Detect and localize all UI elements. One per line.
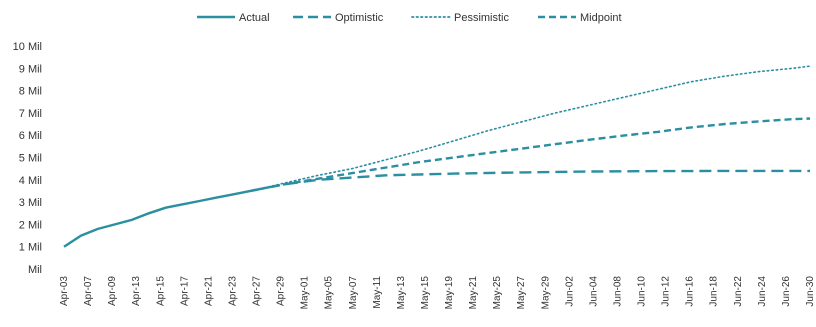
x-tick-label: May-27 <box>516 276 527 310</box>
x-tick-label: Jun-04 <box>588 276 599 307</box>
x-tick-label: Apr-29 <box>276 276 287 306</box>
x-tick-label: Apr-15 <box>155 276 166 306</box>
x-tick-label: Jun-22 <box>733 276 744 307</box>
x-tick-label: May-07 <box>348 276 359 310</box>
x-tick-label: Jun-08 <box>612 276 623 307</box>
x-tick-label: May-05 <box>324 276 335 310</box>
y-tick-label: 3 Mil <box>19 197 42 209</box>
x-tick-label: Apr-09 <box>107 276 118 306</box>
plot-area <box>63 65 811 248</box>
x-tick-label: Apr-27 <box>252 276 263 306</box>
x-tick-label: May-13 <box>396 276 407 310</box>
y-tick-label: 2 Mil <box>19 219 42 231</box>
x-tick-label: May-11 <box>372 276 383 309</box>
y-tick-label: 1 Mil <box>19 242 42 254</box>
x-tick-label: May-21 <box>468 276 479 310</box>
legend-label-pessimistic: Pessimistic <box>454 12 510 24</box>
x-tick-label: Apr-17 <box>179 276 190 306</box>
x-tick-label: Jun-24 <box>757 276 768 307</box>
x-tick-label: Apr-07 <box>83 276 94 306</box>
legend-label-actual: Actual <box>239 12 270 24</box>
series-line-pessimistic <box>249 65 811 192</box>
series-line-actual <box>63 189 251 248</box>
legend-label-optimistic: Optimistic <box>335 12 384 24</box>
y-tick-label: 8 Mil <box>19 86 42 98</box>
x-tick-label: Apr-21 <box>203 276 214 306</box>
y-tick-label: 9 Mil <box>19 63 42 75</box>
x-tick-label: May-29 <box>540 276 551 310</box>
series-line-optimistic <box>250 169 810 193</box>
y-tick-label: 7 Mil <box>19 108 42 120</box>
y-tick-label: 5 Mil <box>19 153 42 165</box>
y-tick-label: 10 Mil <box>13 41 42 53</box>
x-tick-label: May-01 <box>300 276 311 310</box>
chart-legend: Actual Optimistic Pessimistic Midpoint <box>197 12 622 24</box>
x-axis: Apr-03 Apr-07 Apr-09 Apr-13 Apr-15 Apr-17 Apr-… <box>59 276 816 310</box>
y-tick-label: 4 Mil <box>19 175 42 187</box>
series-line-midpoint <box>250 117 811 193</box>
x-tick-label: May-19 <box>444 276 455 310</box>
x-tick-label: Jun-26 <box>781 276 792 307</box>
legend-label-midpoint: Midpoint <box>580 12 622 24</box>
x-tick-label: Apr-03 <box>59 276 70 306</box>
x-tick-label: Jun-10 <box>637 276 648 307</box>
x-tick-label: May-15 <box>420 276 431 310</box>
y-tick-label: Mil <box>28 264 42 276</box>
x-tick-label: Jun-30 <box>805 276 816 307</box>
x-tick-label: Jun-02 <box>564 276 575 307</box>
y-tick-label: 6 Mil <box>19 130 42 142</box>
x-tick-label: Jun-12 <box>661 276 672 307</box>
x-tick-label: May-25 <box>492 276 503 310</box>
x-tick-label: Jun-16 <box>685 276 696 307</box>
y-axis: Mil 1 Mil 2 Mil 3 Mil 4 Mil 5 Mil 6 Mil 7 Mil 8 … <box>13 41 42 276</box>
x-tick-label: Jun-18 <box>709 276 720 307</box>
x-tick-label: Apr-13 <box>131 276 142 306</box>
x-tick-label: Apr-23 <box>227 276 238 306</box>
